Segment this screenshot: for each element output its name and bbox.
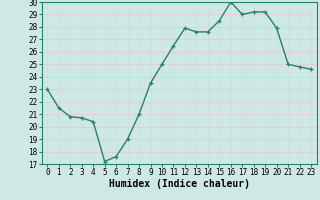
X-axis label: Humidex (Indice chaleur): Humidex (Indice chaleur) bbox=[109, 179, 250, 189]
